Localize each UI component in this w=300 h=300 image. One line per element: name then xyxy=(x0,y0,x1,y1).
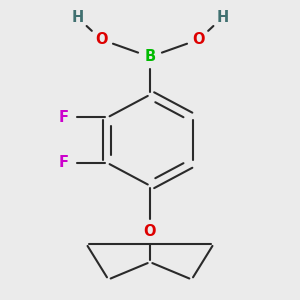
Text: O: O xyxy=(95,32,107,47)
Text: O: O xyxy=(193,32,205,47)
Text: H: H xyxy=(217,10,229,25)
Text: F: F xyxy=(59,110,69,125)
Text: F: F xyxy=(59,155,69,170)
Text: H: H xyxy=(71,10,83,25)
Text: O: O xyxy=(144,224,156,239)
Text: B: B xyxy=(144,49,156,64)
